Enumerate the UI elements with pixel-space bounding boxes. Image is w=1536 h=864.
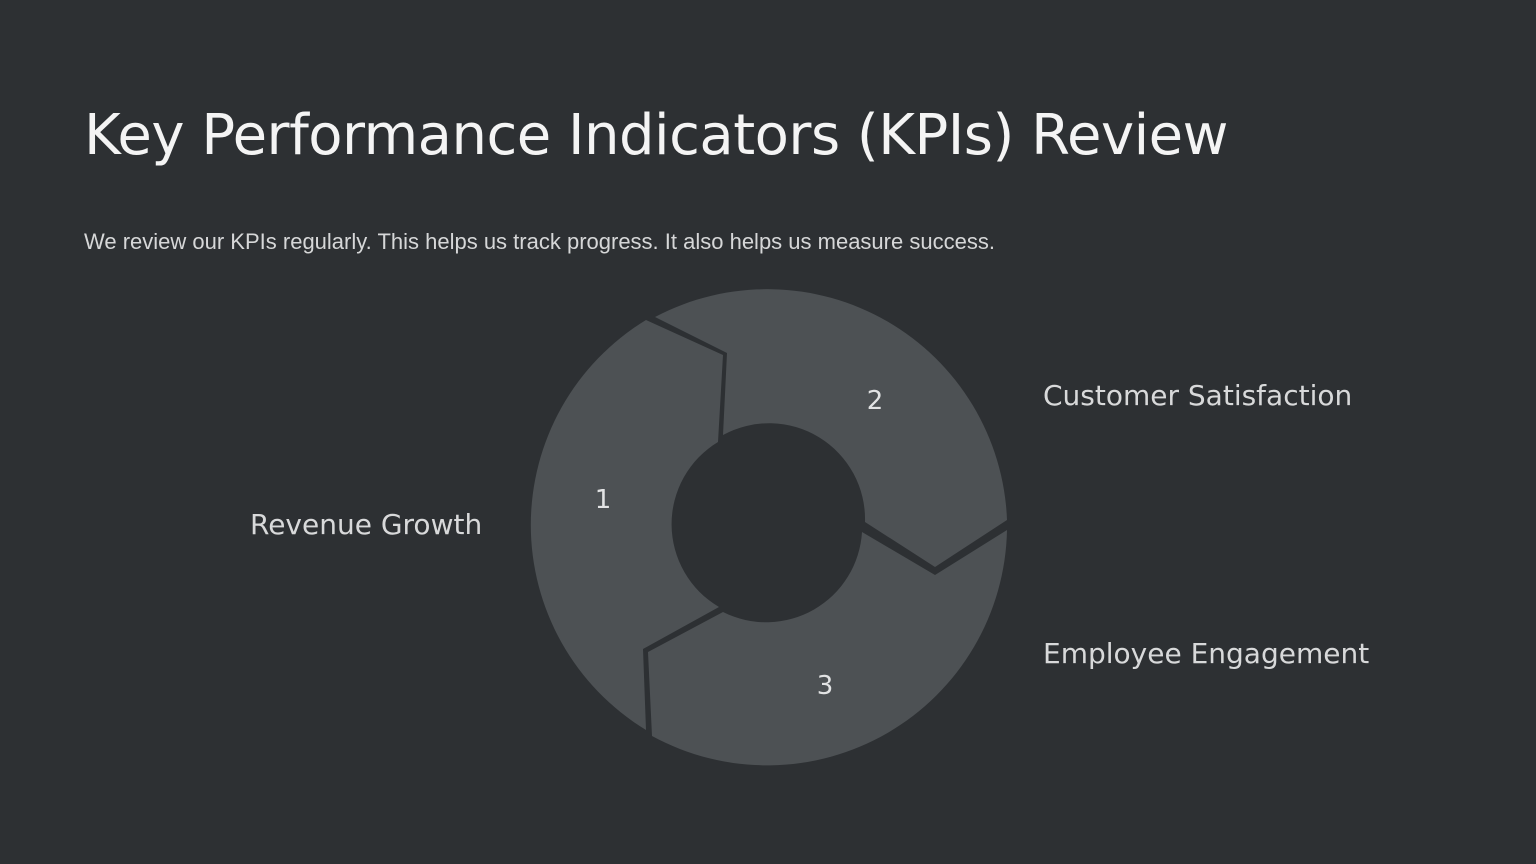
cycle-segment-3-number: 3 [817,671,834,701]
cycle-segment-2 [655,289,1007,567]
cycle-segment-3 [648,530,1007,766]
slide-title: Key Performance Indicators (KPIs) Review [84,103,1228,168]
cycle-segment-1 [530,320,723,730]
slide-subtitle: We review our KPIs regularly. This helps… [84,229,995,254]
cycle-segment-2-number: 2 [867,386,884,416]
cycle-label-customer-satisfaction: Customer Satisfaction [1043,379,1353,412]
cycle-label-employee-engagement: Employee Engagement [1043,637,1370,670]
cycle-label-revenue-growth: Revenue Growth [250,508,483,541]
cycle-segment-1-number: 1 [595,485,612,515]
